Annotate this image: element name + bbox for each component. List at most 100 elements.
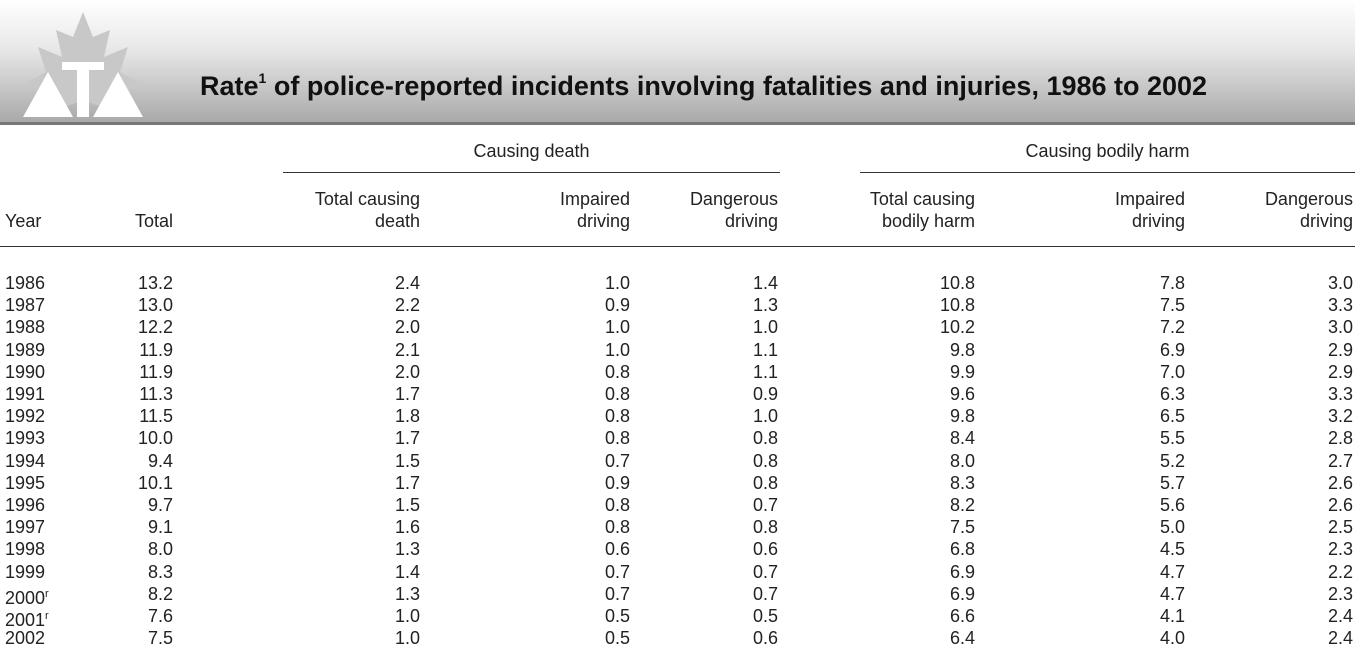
cell: 8.2 [949, 495, 975, 515]
cell: 1.0 [394, 606, 420, 626]
cell: 2.4 [1327, 606, 1353, 626]
cell: 0.7 [752, 495, 778, 515]
cell: 5.0 [1159, 517, 1185, 538]
cell: 5.5 [1159, 428, 1185, 449]
cell: 0.7 [604, 450, 630, 471]
cell: 0.8 [604, 495, 630, 515]
cell: 0.9 [752, 384, 778, 404]
group-header: Causing death [473, 141, 590, 161]
cell: 7.2 [1159, 317, 1185, 338]
column-header: driving [724, 211, 778, 231]
title-text: of police-reported incidents involving f… [266, 71, 1208, 101]
column-header: Total causing [314, 189, 420, 209]
year: 1989 [5, 339, 46, 360]
cell: 3.2 [1327, 406, 1353, 427]
cell: 1.0 [752, 406, 778, 427]
title: Rate1 of police-reported incidents invol… [200, 70, 1207, 102]
column-header: Dangerous [1264, 189, 1353, 209]
year-cell: 1992 [5, 405, 45, 427]
cell: 9.8 [949, 406, 975, 427]
title-text: Rate [200, 71, 259, 101]
cell: 10.8 [939, 273, 975, 293]
year: 1986 [5, 273, 46, 293]
year-cell: 1990 [5, 361, 45, 383]
cell: 8.0 [147, 539, 173, 560]
year: 1988 [5, 317, 46, 338]
cell: 0.8 [752, 472, 778, 493]
revision-note: r [45, 610, 49, 622]
year-cell: 1998 [5, 538, 45, 560]
year-cell: 1993 [5, 427, 45, 449]
cell: 10.8 [939, 295, 975, 316]
year: 1991 [5, 384, 46, 404]
group-rule [283, 172, 780, 173]
cell: 1.5 [394, 495, 420, 515]
cell: 11.5 [139, 406, 173, 427]
cell: 0.8 [752, 517, 778, 538]
cell: 0.7 [752, 583, 778, 604]
cell: 3.3 [1327, 384, 1353, 404]
cell: 0.8 [604, 428, 630, 449]
column-header: death [374, 211, 420, 231]
cell: 0.8 [604, 517, 630, 538]
cell: 8.0 [949, 450, 975, 471]
cell: 6.8 [949, 539, 975, 560]
year-cell: 1988 [5, 316, 45, 338]
year: 1998 [5, 539, 46, 560]
cell: 4.5 [1159, 539, 1185, 560]
year-cell: 1989 [5, 339, 45, 361]
cell: 1.4 [394, 561, 420, 582]
cell: 1.7 [394, 428, 420, 449]
cell: 0.8 [604, 384, 630, 404]
cell: 3.0 [1327, 317, 1353, 338]
year: 1994 [5, 450, 46, 471]
cell: 10.0 [137, 428, 173, 449]
cell: 9.8 [949, 339, 975, 360]
year-cell: 2002 [5, 627, 45, 649]
cell: 2.5 [1327, 517, 1353, 538]
cell: 1.0 [604, 317, 630, 338]
cell: 2.2 [394, 295, 420, 316]
column-header: Impaired [1114, 189, 1185, 209]
cell: 0.6 [752, 539, 778, 560]
cell: 7.5 [1159, 295, 1185, 316]
cell: 1.0 [394, 628, 420, 649]
cell: 4.7 [1159, 583, 1185, 604]
cell: 1.1 [752, 339, 778, 360]
cell: 11.3 [139, 384, 173, 404]
year: 2000 [5, 587, 46, 608]
cell: 1.3 [394, 539, 420, 560]
year: 1993 [5, 428, 46, 449]
cell: 4.1 [1159, 606, 1185, 626]
cell: 2.2 [1327, 561, 1353, 582]
year-cell: 2001r [5, 605, 49, 631]
cell: 10.2 [939, 317, 975, 338]
header-band [0, 0, 1355, 125]
column-header: Dangerous [689, 189, 778, 209]
cell: 9.6 [949, 384, 975, 404]
cell: 13.2 [137, 273, 173, 293]
cell: 6.6 [949, 606, 975, 626]
cell: 7.8 [1159, 273, 1185, 293]
cell: 0.9 [604, 472, 630, 493]
column-header: Year [5, 211, 42, 231]
year: 2002 [5, 628, 46, 649]
cell: 1.5 [394, 450, 420, 471]
cell: 2.3 [1327, 583, 1353, 604]
logo [23, 12, 143, 117]
title-note: 1 [258, 70, 267, 86]
cell: 2.4 [1327, 628, 1353, 649]
cell: 6.4 [949, 628, 975, 649]
cell: 3.0 [1327, 273, 1353, 293]
column-header: driving [1299, 211, 1353, 231]
cell: 0.6 [752, 628, 778, 649]
cell: 12.2 [137, 317, 173, 338]
cell: 6.5 [1159, 406, 1185, 427]
cell: 2.4 [394, 273, 420, 293]
year: 1995 [5, 472, 46, 493]
cell: 5.7 [1159, 472, 1185, 493]
cell: 8.3 [147, 561, 173, 582]
cell: 2.6 [1327, 495, 1353, 515]
cell: 11.9 [139, 339, 173, 360]
cell: 0.8 [604, 406, 630, 427]
